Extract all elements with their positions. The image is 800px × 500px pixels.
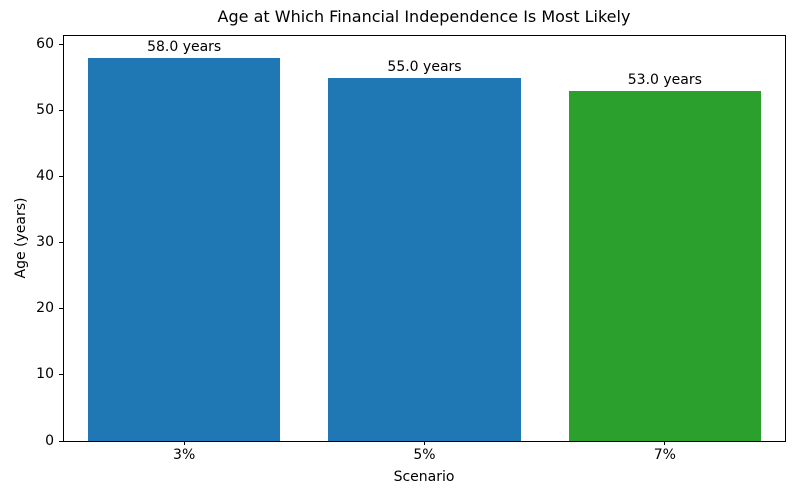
x-tick	[664, 441, 666, 445]
y-tick-label: 60	[36, 36, 54, 53]
x-tick-label: 3%	[173, 447, 196, 463]
y-tick-label: 10	[36, 366, 54, 383]
y-tick-label: 40	[36, 168, 54, 185]
y-tick	[59, 176, 63, 178]
y-tick-label: 0	[45, 432, 54, 449]
x-tick-label: 7%	[653, 447, 676, 463]
y-tick-label: 20	[36, 300, 54, 317]
y-tick-label: 50	[36, 102, 54, 119]
bar-5%	[328, 77, 521, 441]
y-tick	[59, 242, 63, 244]
y-tick	[59, 110, 63, 112]
y-tick	[59, 374, 63, 376]
bar-7%	[568, 90, 761, 441]
bar-value-label: 53.0 years	[627, 71, 702, 88]
x-tick	[183, 441, 185, 445]
x-tick-label: 5%	[413, 447, 436, 463]
bar-value-label: 58.0 years	[147, 38, 222, 55]
plot-area: 0 10 20 30 40 50 60 58.0 years 3% 55.0 years 5% 53.…	[36, 35, 786, 463]
y-tick	[59, 440, 63, 442]
y-tick	[59, 44, 63, 46]
y-tick-label: 30	[36, 234, 54, 251]
x-axis-label: Scenario	[393, 469, 455, 485]
y-tick	[59, 308, 63, 310]
bar-value-label: 55.0 years	[387, 58, 462, 75]
chart-title: Age at Which Financial Independence Is M…	[217, 7, 631, 26]
x-tick	[424, 441, 425, 445]
bar-3%	[88, 57, 281, 441]
